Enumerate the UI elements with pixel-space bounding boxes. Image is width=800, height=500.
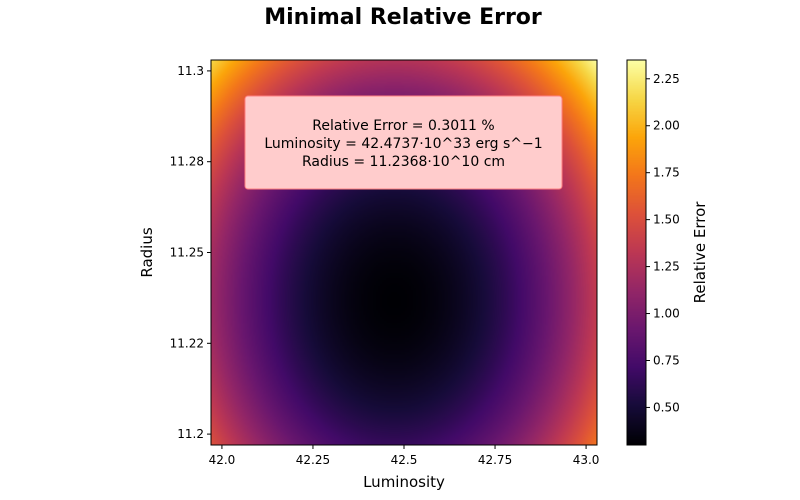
colorbar-tick-label: 0.50 [653,400,680,414]
x-tick-label: 42.5 [391,453,418,467]
x-axis-ticks: 42.0 42.25 42.5 42.75 43.0 [209,445,600,467]
min-error-annotation: Relative Error = 0.3011 % Luminosity = 4… [244,95,563,190]
y-tick-label: 11.25 [170,246,204,260]
colorbar-gradient [627,60,646,445]
y-axis-label: Radius [138,227,156,277]
colorbar-tick-label: 2.25 [653,72,680,86]
y-axis-ticks: 11.2 11.22 11.25 11.28 11.3 [170,64,211,441]
x-tick-label: 42.0 [209,453,236,467]
colorbar-tick-label: 1.00 [653,307,680,321]
colorbar-frame [626,59,647,446]
x-tick-label: 43.0 [573,453,600,467]
colorbar-tick-label: 1.50 [653,213,680,227]
colorbar-tick-label: 0.75 [653,353,680,367]
annotation-line-luminosity: Luminosity = 42.4737·10^33 erg s^−1 [264,136,542,152]
chart-title: Minimal Relative Error [264,5,542,30]
x-tick-label: 42.25 [296,453,330,467]
colorbar-label: Relative Error [691,201,709,304]
colorbar-tick-label: 1.75 [653,166,680,180]
colorbar-tick-label: 2.00 [653,119,680,133]
y-tick-label: 11.2 [177,427,204,441]
y-tick-label: 11.3 [177,64,204,78]
y-tick-label: 11.28 [170,155,204,169]
y-tick-label: 11.22 [170,336,204,350]
annotation-line-radius: Radius = 11.2368·10^10 cm [302,154,505,170]
x-tick-label: 42.75 [478,453,512,467]
x-axis-label: Luminosity [363,473,445,491]
colorbar-tick-label: 1.25 [653,260,680,274]
annotation-box [244,95,563,190]
colorbar [626,59,647,446]
colorbar-ticks: 0.50 0.75 1.00 1.25 1.50 1.75 2.00 2.25 [646,72,680,414]
annotation-line-error: Relative Error = 0.3011 % [312,118,494,134]
